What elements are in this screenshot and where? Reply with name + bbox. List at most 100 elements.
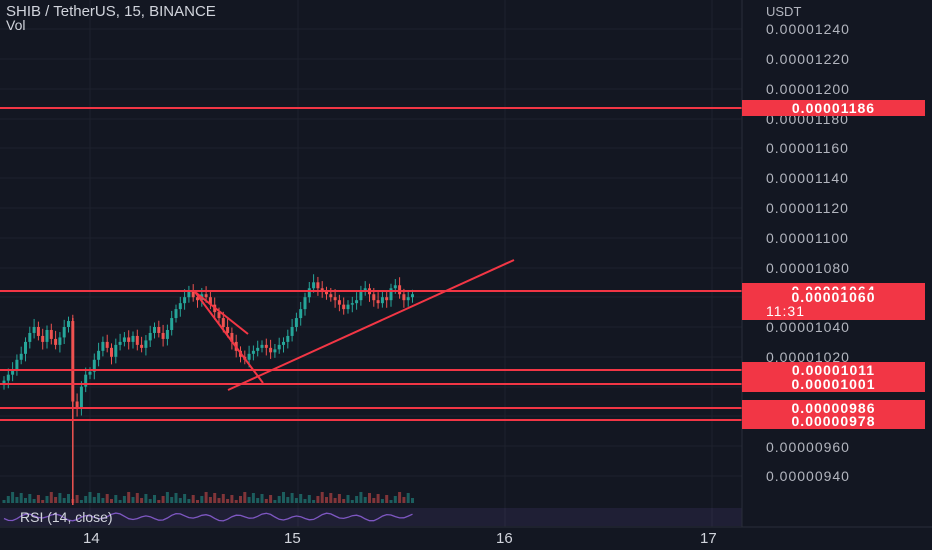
candle-body[interactable] xyxy=(372,294,376,301)
candle-body[interactable] xyxy=(62,327,66,338)
candle-body[interactable] xyxy=(84,374,88,387)
candle-body[interactable] xyxy=(329,294,333,298)
falling-wedge-line-1[interactable] xyxy=(194,291,264,384)
candle-body[interactable] xyxy=(97,350,101,360)
candle-body[interactable] xyxy=(122,337,126,342)
level-badge-986[interactable]: 0.00000986 xyxy=(742,400,925,416)
candle-body[interactable] xyxy=(148,332,152,341)
candle-body[interactable] xyxy=(260,344,264,348)
candle-body[interactable] xyxy=(49,329,53,339)
candle-body[interactable] xyxy=(183,297,187,304)
candle-body[interactable] xyxy=(127,337,131,342)
candle-body[interactable] xyxy=(312,282,316,289)
symbol-title[interactable]: SHIB / TetherUS, 15, BINANCE xyxy=(6,3,216,20)
level-badge-1001[interactable]: 0.00001001 xyxy=(742,376,925,392)
candle-body[interactable] xyxy=(290,327,294,336)
candle-body[interactable] xyxy=(393,285,397,289)
candle-body[interactable] xyxy=(2,380,6,386)
candle-body[interactable] xyxy=(36,327,40,336)
falling-wedge-line-2[interactable] xyxy=(194,291,249,335)
candle-body[interactable] xyxy=(19,353,23,360)
candle-body[interactable] xyxy=(389,288,393,301)
candle-body[interactable] xyxy=(114,344,118,357)
candle-body[interactable] xyxy=(337,300,341,305)
candle-body[interactable] xyxy=(54,338,58,345)
candle-body[interactable] xyxy=(110,347,113,357)
candle-body[interactable] xyxy=(153,327,156,333)
candle-body[interactable] xyxy=(79,386,83,409)
candle-body[interactable] xyxy=(88,371,92,375)
candle-body[interactable] xyxy=(294,318,298,327)
candle-body[interactable] xyxy=(221,318,225,327)
candle-body[interactable] xyxy=(398,285,402,295)
ascending-trendline[interactable] xyxy=(227,259,515,391)
level-badge-1186[interactable]: 0.00001186 xyxy=(742,100,925,116)
candlesticks[interactable] xyxy=(2,274,415,505)
candle-body[interactable] xyxy=(286,335,290,342)
candle-body[interactable] xyxy=(380,297,384,304)
candle-body[interactable] xyxy=(191,291,195,298)
candle-body[interactable] xyxy=(41,335,45,342)
candle-body[interactable] xyxy=(307,288,311,298)
candle-body[interactable] xyxy=(24,341,27,354)
candle-body[interactable] xyxy=(342,304,346,310)
candle-body[interactable] xyxy=(187,291,191,298)
candle-body[interactable] xyxy=(118,341,122,345)
candle-body[interactable] xyxy=(299,309,303,319)
candle-body[interactable] xyxy=(15,359,19,371)
candle-body[interactable] xyxy=(247,353,251,360)
candle-body[interactable] xyxy=(282,341,285,345)
candle-body[interactable] xyxy=(320,288,324,292)
trend-drawings[interactable] xyxy=(194,259,515,391)
candle-body[interactable] xyxy=(350,303,354,305)
candle-body[interactable] xyxy=(359,291,363,301)
candle-body[interactable] xyxy=(277,344,281,350)
candle-body[interactable] xyxy=(251,350,255,354)
candle-body[interactable] xyxy=(346,304,350,310)
candle-body[interactable] xyxy=(11,370,15,375)
candle-body[interactable] xyxy=(376,300,380,304)
candle-body[interactable] xyxy=(303,297,307,310)
candle-body[interactable] xyxy=(32,327,36,333)
candle-body[interactable] xyxy=(105,341,109,348)
candle-body[interactable] xyxy=(101,341,105,351)
candle-body[interactable] xyxy=(208,297,212,305)
rsi-indicator-label[interactable]: RSI (14, close) xyxy=(20,509,113,525)
candle-body[interactable] xyxy=(67,321,70,327)
candle-body[interactable] xyxy=(385,297,389,301)
candle-body[interactable] xyxy=(131,335,135,342)
candle-body[interactable] xyxy=(28,332,32,342)
candle-body[interactable] xyxy=(316,282,320,289)
candle-body[interactable] xyxy=(355,300,359,304)
candle-body[interactable] xyxy=(75,401,79,409)
horizontal-levels[interactable] xyxy=(0,107,742,421)
candle-body[interactable] xyxy=(135,335,139,345)
candle-body[interactable] xyxy=(406,297,410,301)
candle-body[interactable] xyxy=(161,332,165,339)
candle-body[interactable] xyxy=(402,294,406,301)
volume-label[interactable]: Vol xyxy=(6,17,26,33)
candle-body[interactable] xyxy=(178,303,182,310)
candle-body[interactable] xyxy=(363,288,367,292)
candle-body[interactable] xyxy=(273,349,277,353)
candle-body[interactable] xyxy=(333,297,337,301)
candle-body[interactable] xyxy=(204,294,208,298)
candle-body[interactable] xyxy=(144,340,148,348)
candle-body[interactable] xyxy=(170,318,174,330)
candle-body[interactable] xyxy=(411,294,414,298)
candle-body[interactable] xyxy=(325,291,328,295)
candle-body[interactable] xyxy=(230,332,234,342)
candle-body[interactable] xyxy=(226,327,230,333)
candle-body[interactable] xyxy=(6,374,10,381)
level-badge-1011[interactable]: 0.00001011 xyxy=(742,362,925,378)
candle-body[interactable] xyxy=(264,344,268,348)
candle-body[interactable] xyxy=(269,347,273,353)
candle-body[interactable] xyxy=(92,359,96,372)
candle-body[interactable] xyxy=(140,344,144,348)
candle-body[interactable] xyxy=(196,297,199,301)
candle-body[interactable] xyxy=(256,347,260,351)
candle-body[interactable] xyxy=(165,329,169,339)
candle-body[interactable] xyxy=(217,312,221,319)
level-badge-978[interactable]: 0.00000978 xyxy=(742,413,925,429)
